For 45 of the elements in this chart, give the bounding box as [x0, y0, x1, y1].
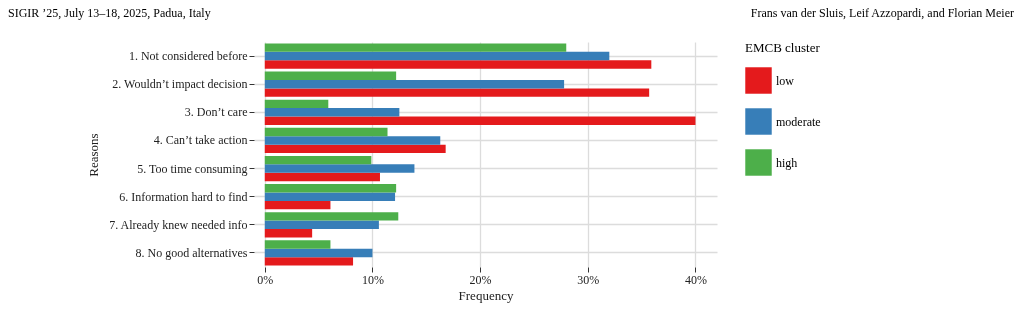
bar: [264, 51, 610, 61]
bar: [264, 99, 329, 109]
bar: [264, 88, 650, 97]
bar: [264, 172, 380, 182]
y-axis-title: Reasons: [85, 133, 101, 177]
legend-label: low: [776, 73, 795, 88]
bar: [264, 144, 446, 154]
x-tick-label: 0%: [257, 272, 274, 287]
bar: [264, 43, 567, 52]
bar: [264, 79, 565, 89]
bar: [264, 108, 400, 117]
bar: [264, 127, 388, 137]
bar: [264, 184, 397, 193]
y-tick-label: 8. No good alternatives: [135, 245, 248, 260]
text: SIGIR ’25, July 13–18, 2025, Padua, Italy: [8, 6, 211, 22]
x-tick-label: 10%: [361, 272, 384, 287]
text: Frans van der Sluis, Leif Azzopardi, and Florian Meier: [750, 6, 1014, 22]
bar: [264, 212, 399, 221]
bar: [264, 71, 397, 80]
x-tick-label: 40%: [684, 272, 707, 287]
x-tick-label: 30%: [577, 272, 600, 287]
y-tick-label: 5. Too time consuming: [137, 161, 248, 176]
bar: [264, 240, 331, 249]
y-tick-label: 4. Can’t take action: [153, 133, 248, 148]
bar: [264, 136, 441, 145]
bar: [264, 192, 396, 201]
legend-label: high: [776, 155, 798, 170]
y-tick-label: 1. Not considered before: [128, 49, 248, 64]
bar: [264, 257, 354, 266]
bar: [264, 116, 696, 125]
bar: [264, 200, 331, 210]
bar: [264, 164, 415, 173]
legend-label: moderate: [776, 114, 821, 129]
y-tick-label: 6. Information hard to find: [119, 189, 248, 204]
bar: [264, 248, 373, 258]
bar: [264, 229, 313, 238]
x-tick-label: 20%: [469, 272, 492, 287]
y-tick-label: 2. Wouldn’t impact decision: [112, 77, 248, 92]
x-axis-title: Frequency: [458, 287, 514, 303]
bar: [264, 220, 379, 230]
bar: [264, 60, 652, 69]
y-tick-label: 3. Don’t care: [184, 105, 248, 120]
y-tick-label: 7. Already knew needed info: [109, 217, 248, 232]
bar: [264, 155, 372, 165]
legend-title: EMCB cluster: [745, 40, 821, 55]
